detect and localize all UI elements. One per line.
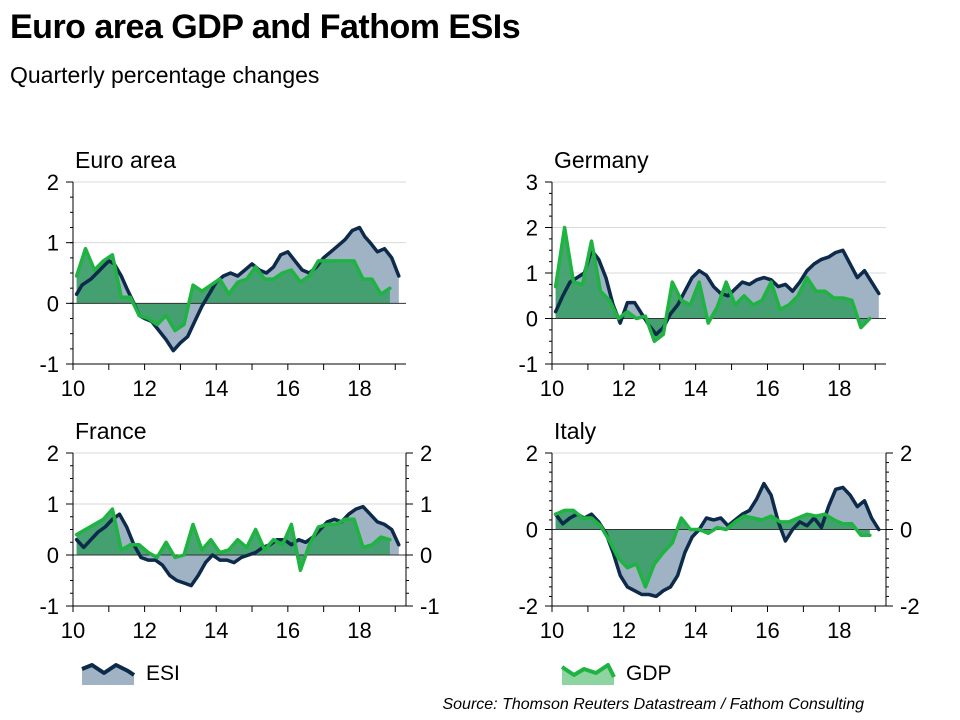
y-tick-label-right: 2 (900, 441, 912, 466)
x-tick-label: 16 (276, 376, 300, 401)
y-tick-label: -1 (518, 352, 538, 377)
gdp-line-euro-area (74, 246, 392, 333)
y-tick-label: 1 (526, 261, 538, 286)
y-tick-label: 1 (47, 492, 59, 517)
page-subtitle: Quarterly percentage changes (10, 62, 320, 88)
esi-line-germany (553, 248, 881, 337)
x-tick-label: 12 (132, 618, 156, 643)
gdp-line-germany (553, 225, 872, 344)
gdp-line-italy (553, 508, 872, 589)
panel-title: Euro area (75, 147, 176, 173)
y-tick-label: 1 (47, 231, 59, 256)
y-tick-label-right: 2 (420, 441, 432, 466)
y-tick-label: 3 (526, 170, 538, 195)
y-tick-label: 2 (526, 441, 538, 466)
panel-title: Italy (554, 418, 597, 444)
panel-title: Germany (554, 147, 649, 173)
y-tick-label: 2 (47, 441, 59, 466)
y-tick-label: 2 (526, 216, 538, 241)
x-tick-label: 16 (276, 618, 300, 643)
page-title: Euro area GDP and Fathom ESIs (10, 8, 521, 46)
y-tick-label: 0 (47, 543, 59, 568)
y-tick-label-right: 1 (420, 492, 432, 517)
x-tick-label: 14 (683, 376, 707, 401)
x-tick-label: 18 (827, 618, 851, 643)
legend-gdp-label: GDP (626, 662, 672, 685)
y-tick-label: 2 (47, 170, 59, 195)
y-tick-label: -2 (518, 594, 538, 619)
y-tick-label-right: -1 (420, 594, 440, 619)
source-note: Source: Thomson Reuters Datastream / Fat… (442, 696, 864, 713)
y-tick-label: -1 (39, 594, 59, 619)
x-tick-label: 14 (683, 618, 707, 643)
x-tick-label: 10 (540, 376, 564, 401)
x-tick-label: 18 (347, 618, 371, 643)
esi-line-italy (553, 481, 881, 599)
y-tick-label-right: -2 (900, 594, 920, 619)
panel-title: France (75, 418, 147, 444)
x-tick-label: 12 (612, 618, 636, 643)
legend-gdp: GDP (560, 660, 672, 688)
x-tick-label: 14 (204, 618, 228, 643)
gdp-line-france (74, 507, 392, 573)
x-tick-label: 16 (755, 376, 779, 401)
x-tick-label: 12 (132, 376, 156, 401)
x-tick-label: 10 (61, 376, 85, 401)
x-tick-label: 10 (540, 618, 564, 643)
y-tick-label: 0 (47, 291, 59, 316)
x-tick-label: 10 (61, 618, 85, 643)
legend-esi-label: ESI (146, 662, 180, 685)
legend-esi: ESI (80, 660, 180, 688)
gdp-area-germany (555, 227, 870, 342)
panel-italy: -2 0 2 -2 0 2 10 12 14 16 18 Italy (518, 418, 919, 643)
x-tick-label: 18 (827, 376, 851, 401)
x-tick-label: 16 (755, 618, 779, 643)
x-tick-label: 18 (347, 376, 371, 401)
y-tick-label: 0 (526, 307, 538, 332)
legend-esi-swatch (81, 663, 136, 685)
legend-gdp-swatch (560, 663, 616, 685)
y-tick-label: -1 (39, 352, 59, 377)
x-tick-label: 12 (612, 376, 636, 401)
y-tick-label-right: 0 (900, 518, 912, 543)
x-tick-label: 14 (204, 376, 228, 401)
y-tick-label: 0 (526, 518, 538, 543)
y-tick-label-right: 0 (420, 543, 432, 568)
